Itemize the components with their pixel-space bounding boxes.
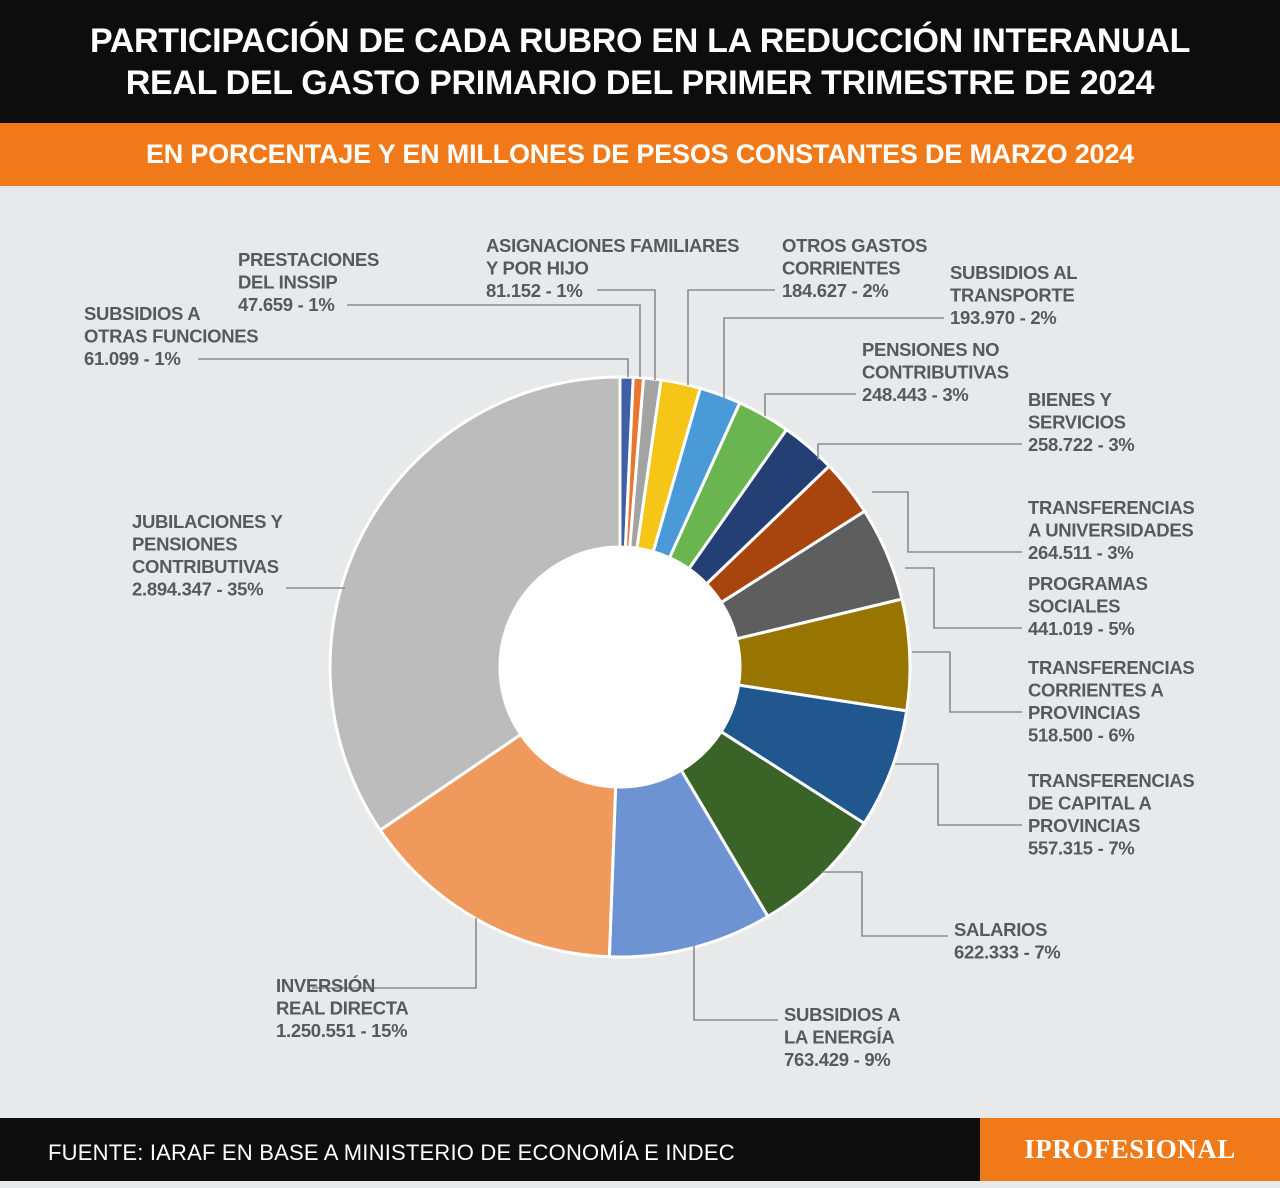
slice-category-label: PROGRAMAS xyxy=(1028,573,1148,594)
slice-value-label: 518.500 - 6% xyxy=(1028,725,1134,746)
leader-line xyxy=(817,443,1022,460)
slice-category-label: ASIGNACIONES FAMILIARES xyxy=(486,235,739,256)
slice-category-label: PRESTACIONES xyxy=(238,249,379,270)
slice-category-label: DE CAPITAL A xyxy=(1028,793,1152,814)
slice-category-label: DEL INSSIP xyxy=(238,272,337,293)
slice-label: BIENES Y SERVICIOS 258.722 - 3% xyxy=(1028,389,1134,455)
slice-category-label: CORRIENTES A xyxy=(1028,680,1164,701)
leader-line xyxy=(198,358,629,377)
slice-value-label: 184.627 - 2% xyxy=(782,280,888,301)
slice-label: PROGRAMAS SOCIALES 441.019 - 5% xyxy=(1028,573,1148,639)
slice-category-label: TRANSFERENCIAS xyxy=(1028,497,1194,518)
slice-labels: SUBSIDIOS A OTRAS FUNCIONES 61.099 - 1%PRE… xyxy=(84,235,1195,1070)
leader-line xyxy=(895,763,1022,826)
slice-label: PRESTACIONES DEL INSSIP 47.659 - 1% xyxy=(238,249,379,315)
slice-category-label: INVERSIÓN xyxy=(276,975,375,996)
slice-value-label: 2.894.347 - 35% xyxy=(132,579,263,600)
slice-category-label: TRANSFERENCIAS xyxy=(1028,657,1194,678)
leader-line xyxy=(347,304,641,377)
leader-lines xyxy=(198,289,1022,1021)
leader-line xyxy=(597,289,656,380)
leader-line xyxy=(822,871,948,937)
subtitle-bar: EN PORCENTAJE Y EN MILLONES DE PESOS CON… xyxy=(0,123,1280,186)
chart-title-line-2: REAL DEL GASTO PRIMARIO DEL PRIMER TRIME… xyxy=(125,63,1155,102)
leader-line xyxy=(905,567,1022,629)
chart-subtitle: EN PORCENTAJE Y EN MILLONES DE PESOS CON… xyxy=(146,139,1134,169)
slice-label: TRANSFERENCIAS DE CAPITAL A PROVINCIAS 557.… xyxy=(1028,770,1194,859)
slice-category-label: Y POR HIJO xyxy=(486,258,589,279)
slice-category-label: OTRAS FUNCIONES xyxy=(84,326,258,347)
slice-category-label: PROVINCIAS xyxy=(1028,702,1140,723)
footer: FUENTE: IARAF EN BASE A MINISTERIO DE EC… xyxy=(0,1118,1280,1181)
slice-category-label: BIENES Y xyxy=(1028,389,1113,410)
leader-line xyxy=(912,651,1022,713)
slice-value-label: 193.970 - 2% xyxy=(950,307,1056,328)
slice-category-label: CONTRIBUTIVAS xyxy=(132,556,279,577)
slice-label: SUBSIDIOS A OTRAS FUNCIONES 61.099 - 1% xyxy=(84,303,258,369)
slice-value-label: 763.429 - 9% xyxy=(784,1049,890,1070)
slice-value-label: 1.250.551 - 15% xyxy=(276,1020,407,1041)
slice-value-label: 61.099 - 1% xyxy=(84,348,180,369)
slice-value-label: 248.443 - 3% xyxy=(862,384,968,405)
leader-line xyxy=(693,945,778,1021)
slice-category-label: SUBSIDIOS AL xyxy=(950,262,1077,283)
donut-hole xyxy=(500,547,740,787)
chart-title-line-1: PARTICIPACIÓN DE CADA RUBRO EN LA REDUCC… xyxy=(89,21,1191,60)
donut-slices xyxy=(328,375,912,959)
leader-line xyxy=(764,393,856,416)
slice-label: TRANSFERENCIAS CORRIENTES A PROVINCIAS 518.… xyxy=(1028,657,1194,746)
slice-value-label: 258.722 - 3% xyxy=(1028,434,1134,455)
leader-line xyxy=(723,317,944,398)
slice-label: SUBSIDIOS A LA ENERGÍA 763.429 - 9% xyxy=(784,1004,900,1070)
slice-label: INVERSIÓN REAL DIRECTA 1.250.551 - 15% xyxy=(276,975,408,1041)
slice-category-label: REAL DIRECTA xyxy=(276,998,408,1019)
slice-value-label: 441.019 - 5% xyxy=(1028,618,1134,639)
donut-chart: SUBSIDIOS A OTRAS FUNCIONES 61.099 - 1%PRE… xyxy=(84,235,1195,1070)
slice-value-label: 622.333 - 7% xyxy=(954,942,1060,963)
slice-category-label: A UNIVERSIDADES xyxy=(1028,520,1193,541)
title-bar: PARTICIPACIÓN DE CADA RUBRO EN LA REDUCC… xyxy=(0,0,1280,123)
slice-category-label: CONTRIBUTIVAS xyxy=(862,362,1009,383)
slice-value-label: 81.152 - 1% xyxy=(486,280,582,301)
slice-label: SUBSIDIOS AL TRANSPORTE 193.970 - 2% xyxy=(950,262,1077,328)
slice-category-label: OTROS GASTOS xyxy=(782,235,927,256)
slice-category-label: SERVICIOS xyxy=(1028,412,1126,433)
slice-category-label: PENSIONES xyxy=(132,534,237,555)
leader-line xyxy=(872,491,1022,553)
slice-category-label: SALARIOS xyxy=(954,919,1047,940)
slice-label: OTROS GASTOS CORRIENTES 184.627 - 2% xyxy=(782,235,927,301)
slice-label: JUBILACIONES Y PENSIONES CONTRIBUTIVAS 2.89… xyxy=(132,511,284,600)
slice-value-label: 557.315 - 7% xyxy=(1028,838,1134,859)
slice-category-label: TRANSPORTE xyxy=(950,285,1074,306)
slice-label: SALARIOS 622.333 - 7% xyxy=(954,919,1060,963)
slice-label: TRANSFERENCIAS A UNIVERSIDADES 264.511 - 3… xyxy=(1028,497,1194,563)
brand-text: IPROFESIONAL xyxy=(1024,1134,1236,1164)
slice-category-label: CORRIENTES xyxy=(782,258,900,279)
slice-category-label: SUBSIDIOS A xyxy=(784,1004,900,1025)
leader-line xyxy=(312,918,477,989)
source-note: FUENTE: IARAF EN BASE A MINISTERIO DE EC… xyxy=(48,1140,735,1165)
slice-category-label: LA ENERGÍA xyxy=(784,1027,894,1048)
slice-category-label: SOCIALES xyxy=(1028,596,1120,617)
leader-line xyxy=(687,289,775,385)
slice-category-label: PROVINCIAS xyxy=(1028,815,1140,836)
slice-value-label: 47.659 - 1% xyxy=(238,294,334,315)
brand-logo: IPROFESIONAL xyxy=(980,1118,1280,1181)
slice-label: ASIGNACIONES FAMILIARES Y POR HIJO 81.152 … xyxy=(486,235,739,301)
slice-category-label: JUBILACIONES Y xyxy=(132,511,284,532)
slice-value-label: 264.511 - 3% xyxy=(1028,542,1133,563)
slice-category-label: TRANSFERENCIAS xyxy=(1028,770,1194,791)
slice-category-label: SUBSIDIOS A xyxy=(84,303,200,324)
slice-category-label: PENSIONES NO xyxy=(862,339,999,360)
slice-label: PENSIONES NO CONTRIBUTIVAS 248.443 - 3% xyxy=(862,339,1009,405)
